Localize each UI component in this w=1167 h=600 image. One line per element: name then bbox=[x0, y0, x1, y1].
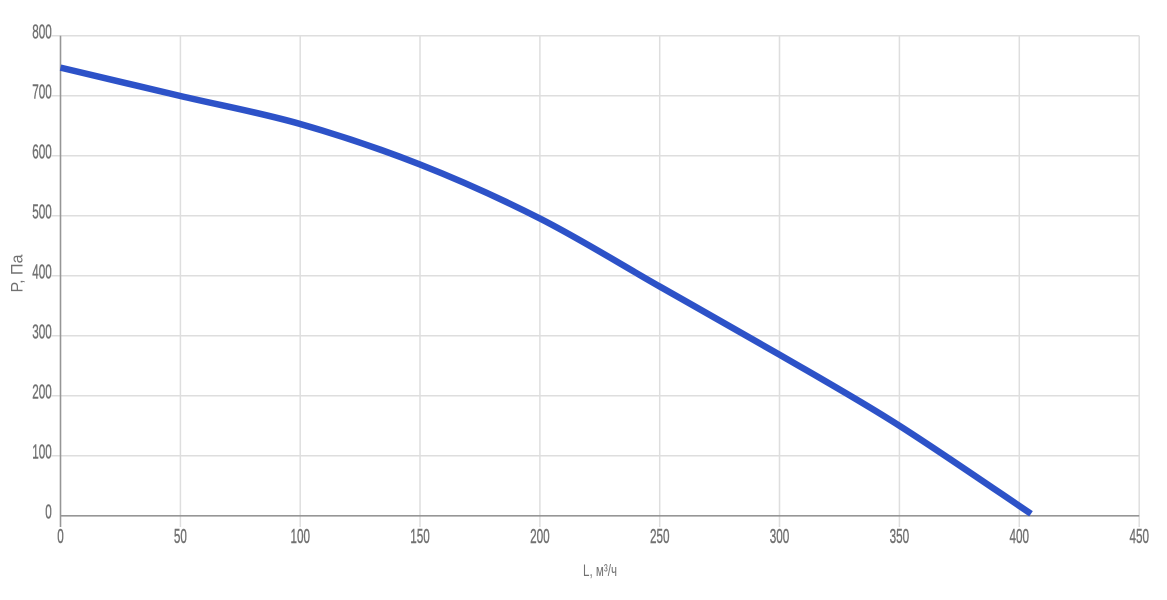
svg-text:300: 300 bbox=[770, 526, 790, 548]
svg-text:100: 100 bbox=[290, 526, 310, 548]
svg-text:250: 250 bbox=[650, 526, 670, 548]
svg-text:200: 200 bbox=[32, 382, 52, 404]
svg-text:350: 350 bbox=[890, 526, 910, 548]
svg-text:100: 100 bbox=[32, 442, 52, 464]
svg-text:800: 800 bbox=[32, 22, 52, 44]
svg-text:150: 150 bbox=[410, 526, 430, 548]
svg-text:500: 500 bbox=[32, 202, 52, 224]
svg-text:L, м³/ч: L, м³/ч bbox=[583, 561, 617, 580]
svg-text:700: 700 bbox=[32, 82, 52, 104]
svg-text:400: 400 bbox=[32, 262, 52, 284]
svg-text:0: 0 bbox=[57, 526, 64, 548]
svg-text:450: 450 bbox=[1129, 526, 1149, 548]
svg-text:300: 300 bbox=[32, 322, 52, 344]
svg-text:600: 600 bbox=[32, 142, 52, 164]
svg-text:0: 0 bbox=[45, 502, 52, 524]
svg-text:50: 50 bbox=[174, 526, 187, 548]
svg-text:200: 200 bbox=[530, 526, 550, 548]
svg-text:P, Па: P, Па bbox=[8, 254, 27, 293]
svg-text:400: 400 bbox=[1010, 526, 1030, 548]
